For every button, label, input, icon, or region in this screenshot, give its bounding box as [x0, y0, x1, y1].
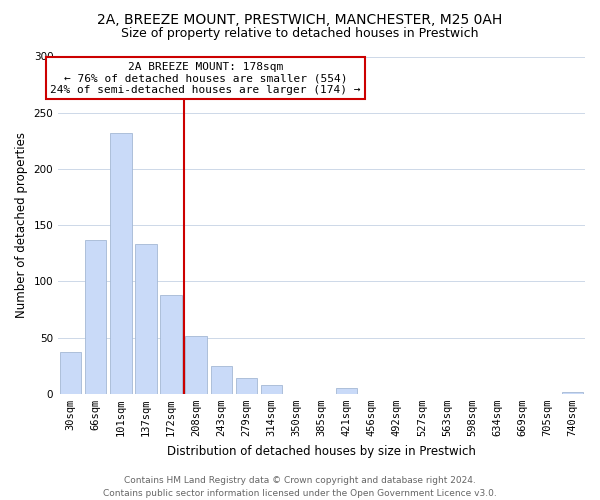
- Bar: [110, 133, 131, 394]
- Bar: [160, 295, 182, 394]
- Text: Contains HM Land Registry data © Crown copyright and database right 2024.
Contai: Contains HM Land Registry data © Crown c…: [103, 476, 497, 498]
- Bar: [562, 392, 583, 394]
- Bar: [336, 388, 358, 394]
- X-axis label: Distribution of detached houses by size in Prestwich: Distribution of detached houses by size …: [167, 444, 476, 458]
- Text: Size of property relative to detached houses in Prestwich: Size of property relative to detached ho…: [121, 28, 479, 40]
- Bar: [211, 366, 232, 394]
- Bar: [136, 244, 157, 394]
- Text: 2A, BREEZE MOUNT, PRESTWICH, MANCHESTER, M25 0AH: 2A, BREEZE MOUNT, PRESTWICH, MANCHESTER,…: [97, 12, 503, 26]
- Bar: [85, 240, 106, 394]
- Bar: [261, 385, 282, 394]
- Bar: [60, 352, 82, 394]
- Bar: [236, 378, 257, 394]
- Text: 2A BREEZE MOUNT: 178sqm
← 76% of detached houses are smaller (554)
24% of semi-d: 2A BREEZE MOUNT: 178sqm ← 76% of detache…: [50, 62, 361, 95]
- Y-axis label: Number of detached properties: Number of detached properties: [15, 132, 28, 318]
- Bar: [185, 336, 207, 394]
